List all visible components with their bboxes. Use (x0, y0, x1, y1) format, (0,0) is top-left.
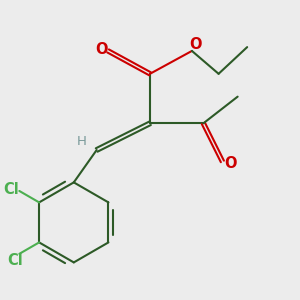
Text: O: O (95, 41, 107, 56)
Text: H: H (76, 135, 86, 148)
Text: O: O (190, 37, 202, 52)
Text: Cl: Cl (3, 182, 19, 196)
Text: Cl: Cl (8, 253, 23, 268)
Text: O: O (224, 156, 236, 171)
